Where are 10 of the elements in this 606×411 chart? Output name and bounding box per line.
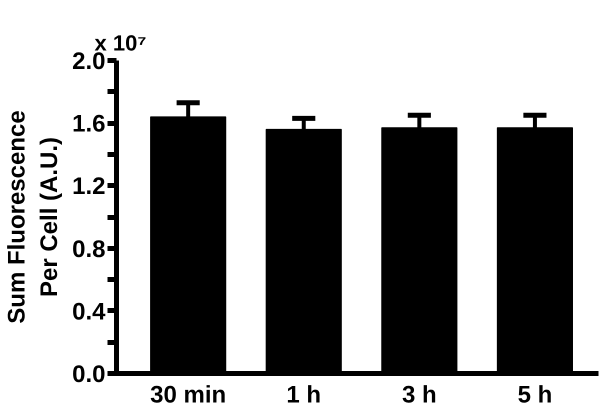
y-tick-label: 1.6 xyxy=(72,110,106,138)
x-tick-label: 5 h xyxy=(518,382,552,408)
x-tick-label: 1 h xyxy=(286,382,322,408)
y-axis-title: Sum Fluorescence Per Cell (A.U.) xyxy=(4,110,64,324)
y-tick-label: 1.2 xyxy=(72,173,106,200)
x-tick-label: 3 h xyxy=(402,382,437,408)
text: 0.0 xyxy=(72,361,106,388)
y-tick-label: 0.4 xyxy=(72,298,106,326)
x-tick-label: 30 min xyxy=(150,382,226,408)
y-tick-label: 0.8 xyxy=(72,236,106,263)
